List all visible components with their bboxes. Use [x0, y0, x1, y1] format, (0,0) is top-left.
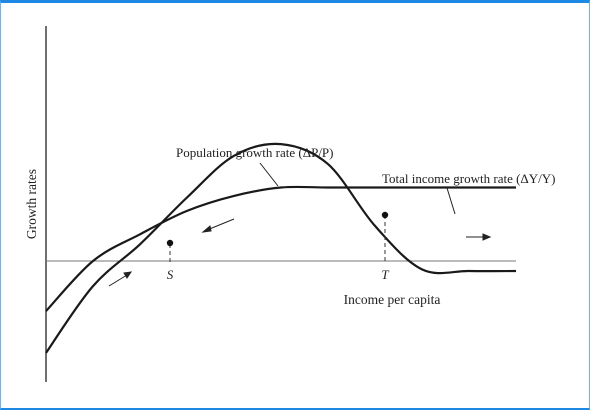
- series-line-income: [45, 185, 516, 312]
- point-t: [381, 211, 389, 219]
- population-leader-line: [259, 162, 279, 187]
- series-label-income: Total income growth rate (ΔY/Y): [382, 171, 556, 186]
- x-axis-title: Income per capita: [344, 292, 441, 307]
- arrow-left-icon: [201, 218, 235, 233]
- series-line-population: [45, 142, 517, 354]
- point-label-t: T: [381, 267, 389, 282]
- income-leader-line: [446, 187, 456, 215]
- point-s: [166, 239, 174, 247]
- point-label-s: S: [167, 267, 174, 282]
- y-axis-title: Growth rates: [24, 169, 39, 239]
- arrow-right-icon: [466, 233, 492, 241]
- arrow-up-right-icon: [108, 271, 133, 287]
- series-label-population: Population growth rate (ΔP/P): [176, 145, 334, 160]
